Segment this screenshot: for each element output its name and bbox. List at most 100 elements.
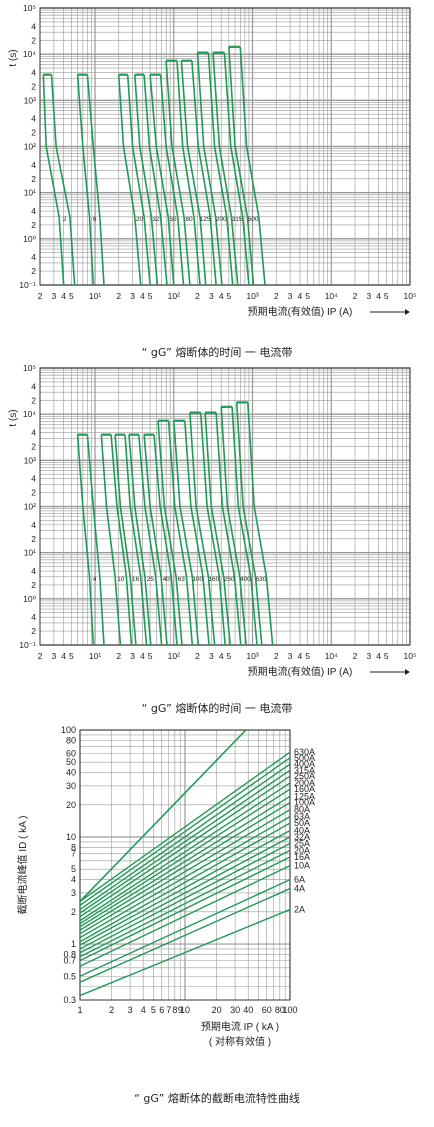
rating-line-63A <box>79 816 291 939</box>
y-tick-label: 10¹ <box>24 188 36 198</box>
y-tick-label: 2 <box>31 488 36 498</box>
band-max-curve-25 <box>138 434 163 646</box>
band-label: 160 <box>208 576 219 583</box>
rating-label: 16A <box>294 852 310 862</box>
y-tick-label: 10⁻¹ <box>19 280 36 290</box>
x-tick-label: 2 <box>116 291 121 301</box>
band-min-curve-25 <box>128 434 152 646</box>
band-max-curve-160 <box>199 412 226 646</box>
band-min-curve-20 <box>117 74 142 286</box>
band-label: 40 <box>163 576 171 583</box>
y-tick-label: 60 <box>66 749 76 759</box>
plot-frame <box>79 729 291 1001</box>
y-tick-label: 2 <box>31 266 36 276</box>
x-tick-label: 40 <box>243 1005 253 1015</box>
band-label: 400 <box>240 576 251 583</box>
band-max-curve-4 <box>86 434 105 646</box>
band-max-curve-2 <box>50 74 76 286</box>
x-tick-label: 5 <box>69 651 74 661</box>
rating-line-10A <box>79 865 291 967</box>
y-tick-label: 4 <box>31 566 36 576</box>
band-label: 2 <box>63 216 67 223</box>
rating-label: 315A <box>294 765 315 775</box>
rating-label: 160A <box>294 784 315 794</box>
rating-label: 200A <box>294 778 315 788</box>
rating-label: 630A <box>294 747 315 757</box>
x-tick-label: 10⁴ <box>325 291 338 301</box>
rating-line-125A <box>79 795 291 928</box>
y-tick-label: 40 <box>66 768 76 778</box>
band-min-curve-250 <box>204 412 231 646</box>
y-tick-label: 7 <box>71 849 76 859</box>
y-tick-label: 10³ <box>24 455 36 465</box>
band-label: 630 <box>255 576 266 583</box>
x-tick-label: 5 <box>148 291 153 301</box>
x-tick-label: 3 <box>51 291 56 301</box>
band-max-curve-630 <box>247 402 274 646</box>
rating-label: 400A <box>294 759 315 769</box>
y-tick-label: 5 <box>71 864 76 874</box>
band-max-curve-32 <box>143 74 168 286</box>
x-tick-label: 2 <box>38 291 43 301</box>
x-tick-label: 4 <box>61 291 66 301</box>
band-label: 315 <box>232 216 243 223</box>
x-tick-label: 10⁴ <box>325 651 338 661</box>
rating-label: 6A <box>294 875 305 885</box>
x-tick-label: 3 <box>366 291 371 301</box>
x-tick-label: 4 <box>140 651 145 661</box>
x-tick-label: 10² <box>168 651 180 661</box>
band-min-curve-6 <box>76 74 95 286</box>
y-tick-label: 0.7 <box>63 956 76 966</box>
x-tick-label: 5 <box>305 651 310 661</box>
y-tick-label: 8 <box>71 842 76 852</box>
y-tick-label: 4 <box>31 252 36 262</box>
chart-3-caption: “ gG” 熔断体的截断电流特性曲线 <box>134 1092 300 1105</box>
rating-label: 500A <box>294 753 315 763</box>
rating-label: 40A <box>294 826 310 836</box>
x-tick-label: 10³ <box>246 651 258 661</box>
band-max-curve-250 <box>215 412 242 646</box>
band-min-curve-63 <box>157 420 183 646</box>
y-tick-label: 10² <box>24 502 36 512</box>
band-max-curve-500 <box>239 46 266 286</box>
band-max-curve-10 <box>110 434 133 646</box>
x-tick-label: 5 <box>384 651 389 661</box>
band-min-curve-500 <box>228 46 255 286</box>
rating-line-20A <box>79 849 291 958</box>
x-tick-label: 2 <box>353 651 358 661</box>
band-max-curve-16 <box>124 434 148 646</box>
y-tick-label: 3 <box>71 888 76 898</box>
x-tick-label: 6 <box>159 1005 164 1015</box>
y-tick-label: 4 <box>31 114 36 124</box>
band-min-curve-16 <box>114 434 137 646</box>
band-min-curve-630 <box>235 402 263 646</box>
x-tick-label: 5 <box>151 1005 156 1015</box>
x-tick-label: 2 <box>195 651 200 661</box>
x-tick-label: 4 <box>219 291 224 301</box>
rating-line-315A <box>79 769 291 914</box>
band-max-curve-80 <box>176 60 201 286</box>
y-tick-label: 2 <box>31 128 36 138</box>
y-tick-label: 10⁵ <box>23 3 36 13</box>
band-label: 50 <box>169 216 177 223</box>
x-axis-label: 预期电流(有效值) IP (A) <box>248 305 353 318</box>
x-tick-label: 3 <box>288 651 293 661</box>
x-tick-label: 3 <box>130 651 135 661</box>
x-tick-label: 10² <box>168 291 180 301</box>
x-axis-label: 预期电流 IP ( kA ) <box>201 1020 279 1033</box>
band-max-curve-63 <box>167 420 194 646</box>
x-tick-label: 5 <box>226 291 231 301</box>
band-min-curve-80 <box>165 60 191 286</box>
y-tick-label: 2 <box>31 35 36 45</box>
time-current-chart-2: 2 3 4 5 10¹ 2 3 4 5 10² 2 3 4 5 10³ 2 3 4 5 10⁴ 2 3 4 5 10⁵10⁻¹2… <box>8 363 416 678</box>
rating-line-100A <box>79 801 291 931</box>
band-max-curve-6 <box>86 74 105 286</box>
rating-line-200A <box>79 782 291 922</box>
rating-line-32A <box>79 836 291 950</box>
rating-line-4A <box>79 887 291 983</box>
x-tick-label: 2 <box>195 291 200 301</box>
band-label: 6 <box>93 216 97 223</box>
y-tick-label: 2 <box>71 907 76 917</box>
rating-label: 32A <box>294 832 310 842</box>
band-label: 10 <box>117 576 125 583</box>
